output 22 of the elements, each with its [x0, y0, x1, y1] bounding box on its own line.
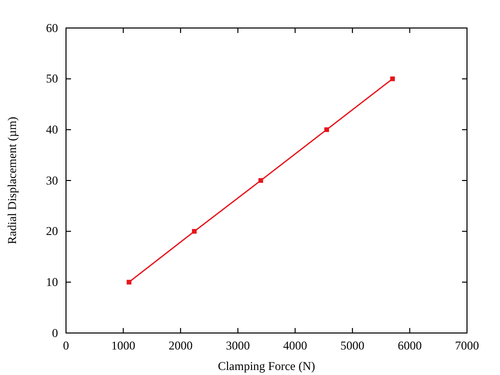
y-tick-label: 0	[52, 326, 58, 340]
point	[192, 228, 197, 234]
x-tick-label: 1000	[111, 338, 136, 353]
y-tick-label: 10	[46, 275, 58, 290]
x-tick-label: 7000	[455, 338, 479, 353]
y-axis-title: Radial Displacement (µm)	[5, 116, 19, 244]
x-tick-label: 4000	[283, 338, 308, 353]
point	[258, 178, 264, 183]
x-tick-label: 3000	[226, 338, 250, 353]
y-tick-label: 50	[46, 72, 58, 86]
x-axis-title: Clamping Force (N)	[218, 359, 316, 373]
x-tick-label: 6000	[398, 338, 422, 353]
y-tick-label: 40	[46, 122, 58, 137]
y-tick-label: 60	[46, 20, 58, 35]
x-tick-label: 5000	[340, 338, 364, 353]
point	[390, 76, 395, 82]
y-tick-label: 20	[46, 224, 58, 238]
point	[126, 280, 132, 285]
y-tick-label: 30	[46, 173, 58, 188]
point	[324, 127, 329, 132]
x-tick-label: 2000	[168, 338, 193, 353]
x-tick-label: 0	[63, 338, 69, 353]
